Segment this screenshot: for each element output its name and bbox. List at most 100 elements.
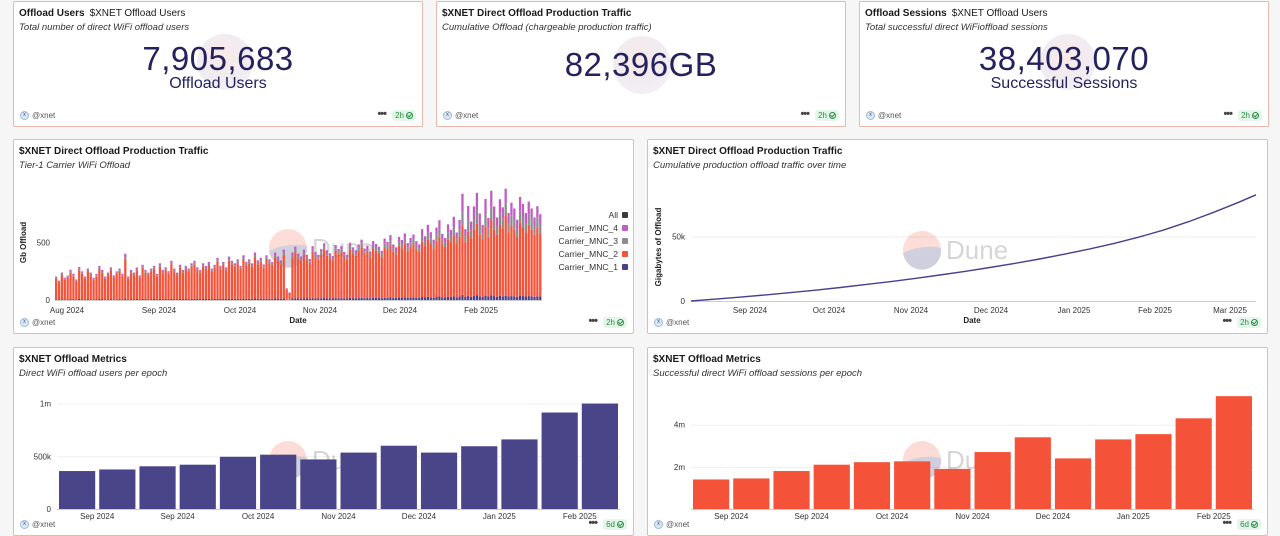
more-options-icon[interactable]: ••• (588, 517, 598, 529)
bar-segment-carrier-mnc-3 (487, 228, 490, 237)
refresh-status-badge[interactable]: 2h (392, 110, 416, 121)
bar-segment-carrier-mnc-2 (426, 239, 430, 297)
panel-title[interactable]: $XNET Offload Metrics (653, 354, 761, 365)
author-avatar-icon[interactable]: x (20, 111, 29, 120)
bar-segment-carrier-mnc-2 (415, 249, 418, 298)
bar-segment-carrier-mnc-2 (193, 264, 196, 299)
bar-segment-carrier-mnc-3 (204, 267, 208, 270)
check-circle-icon (1251, 319, 1258, 326)
more-options-icon[interactable]: ••• (800, 108, 810, 120)
bar-segment-carrier-mnc-4 (346, 254, 349, 258)
bar (99, 469, 136, 509)
bar-segment-carrier-mnc-3 (236, 261, 239, 264)
bar-segment-carrier-mnc-3 (340, 249, 343, 253)
bar-segment-carrier-mnc-1 (276, 298, 280, 300)
refresh-status-badge[interactable]: 2h (603, 317, 627, 328)
bar-segment-carrier-mnc-4 (98, 265, 101, 268)
more-options-icon[interactable]: ••• (1223, 108, 1233, 120)
panel-title[interactable]: $XNET Direct Offload Production Traffic (653, 146, 843, 157)
bar-segment-carrier-mnc-3 (429, 238, 432, 244)
card-title[interactable]: Offload Sessions (865, 8, 947, 19)
bar-segment-carrier-mnc-1 (210, 299, 213, 300)
bar-segment-carrier-mnc-4 (86, 268, 89, 271)
bar-segment-carrier-mnc-2 (225, 270, 228, 299)
bar-segment-carrier-mnc-3 (92, 278, 95, 280)
bar-segment-carrier-mnc-4 (317, 254, 320, 258)
author-name[interactable]: @xnet (878, 111, 902, 120)
refresh-status-badge[interactable]: 6d (603, 519, 627, 530)
author-avatar-icon[interactable]: x (443, 111, 452, 120)
bar-segment-carrier-mnc-3 (144, 271, 147, 273)
bar-segment-carrier-mnc-3 (69, 271, 72, 273)
bar-segment-carrier-mnc-3 (533, 226, 536, 235)
author-name[interactable]: @xnet (32, 111, 56, 120)
author-avatar-icon[interactable]: x (20, 318, 29, 327)
author-avatar-icon[interactable]: x (20, 520, 29, 529)
bar-segment-carrier-mnc-1 (112, 299, 115, 300)
bar-segment-carrier-mnc-4 (173, 268, 176, 271)
bar-segment-carrier-mnc-1 (458, 296, 461, 300)
line-chart[interactable]: 0 50k Gigabytes of Offload Date Dune Sep 2024… (648, 140, 1268, 334)
bar-segment-carrier-mnc-4 (256, 260, 259, 263)
bar-segment-carrier-mnc-3 (294, 249, 297, 253)
bar-segment-carrier-mnc-1 (311, 298, 314, 300)
refresh-status-badge[interactable]: 6d (1237, 519, 1261, 530)
bar-segment-carrier-mnc-2 (409, 246, 412, 298)
card-title[interactable]: Offload Users (19, 8, 85, 19)
author-name[interactable]: @xnet (666, 520, 690, 529)
card-title[interactable]: $XNET Direct Offload Production Traffic (442, 8, 632, 19)
bar-segment-carrier-mnc-3 (380, 254, 383, 257)
bar-segment-carrier-mnc-1 (406, 297, 409, 300)
bar-segment-carrier-mnc-3 (516, 228, 519, 237)
author-avatar-icon[interactable]: x (654, 520, 663, 529)
bar-segment-carrier-mnc-2 (150, 271, 153, 300)
author-avatar-icon[interactable]: x (866, 111, 875, 120)
author-name[interactable]: @xnet (666, 318, 690, 327)
panel-title[interactable]: $XNET Direct Offload Production Traffic (19, 146, 209, 157)
refresh-status-badge[interactable]: 2h (1237, 317, 1261, 328)
author-name[interactable]: @xnet (32, 318, 56, 327)
bar-segment-carrier-mnc-2 (274, 257, 277, 299)
bar-segment-carrier-mnc-1 (132, 299, 136, 300)
bar-segment-carrier-mnc-4 (236, 259, 239, 262)
bar-segment-carrier-mnc-4 (80, 271, 84, 273)
more-options-icon[interactable]: ••• (1222, 315, 1232, 327)
card-query-name[interactable]: $XNET Offload Users (951, 8, 1048, 19)
bar-segment-carrier-mnc-1 (343, 298, 346, 300)
bar-segment-carrier-mnc-3 (245, 263, 248, 266)
more-options-icon[interactable]: ••• (588, 315, 598, 327)
panel-title[interactable]: $XNET Offload Metrics (19, 354, 127, 365)
legend-label: Carrier_MNC_2 (558, 249, 618, 259)
more-options-icon[interactable]: ••• (377, 108, 387, 120)
y-tick-label: 500k (34, 452, 52, 461)
bar-segment-carrier-mnc-1 (464, 297, 467, 300)
refresh-status-badge[interactable]: 2h (815, 110, 839, 121)
bar-segment-carrier-mnc-2 (144, 272, 147, 300)
bar-segment-carrier-mnc-4 (222, 261, 225, 264)
author-name[interactable]: @xnet (455, 111, 479, 120)
bar-segment-carrier-mnc-3 (346, 257, 349, 260)
bar-segment-carrier-mnc-2 (268, 263, 271, 299)
more-options-icon[interactable]: ••• (1222, 517, 1232, 529)
bar-segment-carrier-mnc-4 (225, 267, 228, 269)
author-avatar-icon[interactable]: x (654, 318, 663, 327)
bar-segment-carrier-mnc-2 (118, 271, 121, 300)
bar-segment-carrier-mnc-1 (467, 295, 470, 300)
bar-segment-carrier-mnc-3 (109, 269, 113, 271)
bar-segment-carrier-mnc-4 (423, 236, 427, 242)
bar-segment-carrier-mnc-4 (363, 248, 366, 252)
bar-segment-carrier-mnc-1 (216, 298, 219, 300)
bar-segment-carrier-mnc-1 (184, 298, 187, 300)
bar-segment-carrier-mnc-4 (216, 257, 219, 261)
refresh-status-badge[interactable]: 2h (1238, 110, 1262, 121)
bar-segment-carrier-mnc-4 (259, 257, 262, 260)
dune-watermark: Dune (903, 231, 1008, 270)
bar-segment-carrier-mnc-4 (72, 273, 75, 276)
bar-segment-carrier-mnc-3 (403, 238, 406, 244)
bar-segment-carrier-mnc-1 (377, 298, 381, 300)
card-query-name[interactable]: $XNET Offload Users (89, 8, 186, 19)
author-name[interactable]: @xnet (32, 520, 56, 529)
